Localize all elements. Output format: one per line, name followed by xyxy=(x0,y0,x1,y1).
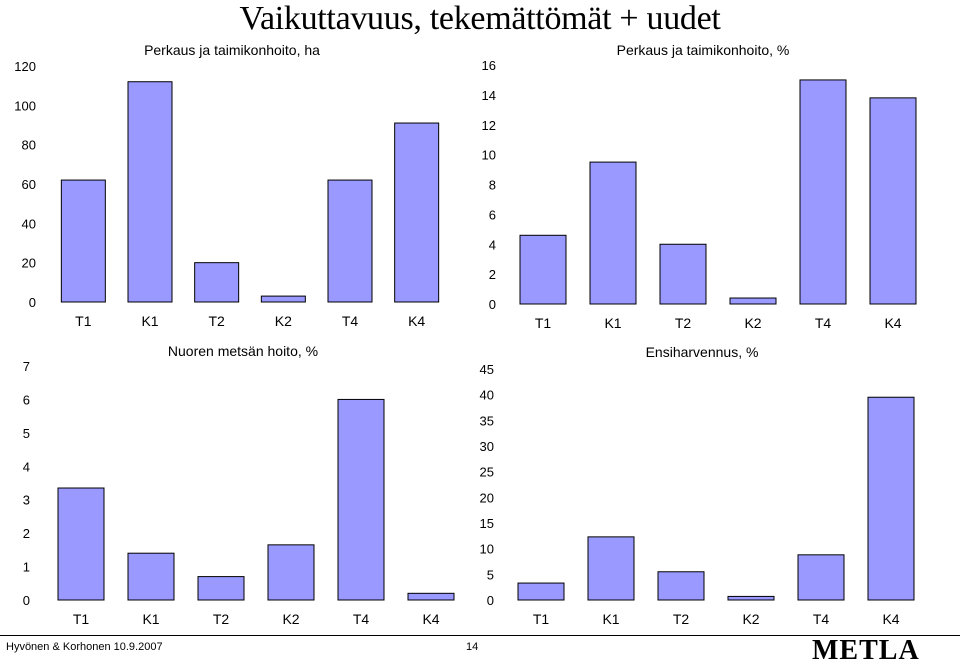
x-tick-label: T2 xyxy=(673,611,690,627)
y-tick-label: 8 xyxy=(489,178,496,193)
bar-k2 xyxy=(260,295,306,303)
chart-title: Perkaus ja taimikonhoito, % xyxy=(617,42,790,58)
chart-title: Nuoren metsän hoito, % xyxy=(168,343,318,359)
x-tick-label: K1 xyxy=(604,315,621,331)
bar-t1 xyxy=(57,487,105,601)
x-tick-label: K1 xyxy=(141,313,158,329)
y-tick-label: 4 xyxy=(489,237,496,252)
bar-k4 xyxy=(867,396,915,601)
y-tick-label: 0 xyxy=(489,297,496,312)
bar-k1 xyxy=(587,536,635,601)
x-tick-label: K1 xyxy=(602,611,619,627)
y-tick-label: 25 xyxy=(480,465,494,480)
x-tick-label: K4 xyxy=(422,611,439,627)
y-tick-label: 0 xyxy=(487,593,494,608)
x-tick-label: T1 xyxy=(535,315,552,331)
y-tick-label: 0 xyxy=(29,295,36,310)
y-tick-label: 120 xyxy=(14,59,36,74)
page-number: 14 xyxy=(466,641,479,653)
x-tick-label: T2 xyxy=(675,315,692,331)
bar-t2 xyxy=(657,571,705,601)
y-tick-label: 60 xyxy=(22,177,36,192)
y-tick-label: 3 xyxy=(23,493,30,508)
y-tick-label: 100 xyxy=(14,98,36,113)
y-tick-label: 6 xyxy=(489,207,496,222)
bar-k4 xyxy=(394,122,440,303)
chart-title: Ensiharvennus, % xyxy=(646,344,759,360)
y-tick-label: 40 xyxy=(22,216,36,231)
y-tick-label: 2 xyxy=(489,267,496,282)
footer-divider xyxy=(0,635,960,636)
x-tick-label: K1 xyxy=(142,611,159,627)
bar-k1 xyxy=(127,552,175,601)
x-tick-label: K4 xyxy=(408,313,425,329)
bar-k1 xyxy=(127,81,173,303)
y-tick-label: 1 xyxy=(23,560,30,575)
bar-k2 xyxy=(727,595,775,601)
bar-t1 xyxy=(519,234,567,305)
x-tick-label: T4 xyxy=(815,315,832,331)
y-tick-label: 20 xyxy=(22,256,36,271)
x-tick-label: T2 xyxy=(208,313,225,329)
y-tick-label: 30 xyxy=(480,439,494,454)
footer-author: Hyvönen & Korhonen 10.9.2007 xyxy=(6,641,163,653)
x-tick-label: K2 xyxy=(275,313,292,329)
y-tick-label: 80 xyxy=(22,138,36,153)
x-tick-label: K2 xyxy=(744,315,761,331)
bar-k2 xyxy=(267,544,315,601)
y-tick-label: 40 xyxy=(480,388,494,403)
x-tick-label: T2 xyxy=(213,611,230,627)
y-tick-label: 15 xyxy=(480,516,494,531)
bar-t2 xyxy=(659,243,707,305)
bar-t1 xyxy=(60,179,106,303)
page-title: Vaikuttavuus, tekemättömät + uudet xyxy=(239,0,721,37)
metla-logo: METLA xyxy=(812,635,920,666)
y-tick-label: 16 xyxy=(482,58,496,73)
bar-k2 xyxy=(729,297,777,305)
y-tick-label: 35 xyxy=(480,413,494,428)
y-tick-label: 12 xyxy=(482,118,496,133)
y-tick-label: 7 xyxy=(23,359,30,374)
bar-k1 xyxy=(589,161,637,305)
y-tick-label: 0 xyxy=(23,593,30,608)
bar-t1 xyxy=(517,582,565,601)
y-tick-label: 10 xyxy=(482,148,496,163)
y-tick-label: 5 xyxy=(23,426,30,441)
x-tick-label: K2 xyxy=(282,611,299,627)
bar-t2 xyxy=(194,262,240,303)
y-tick-label: 20 xyxy=(480,490,494,505)
bar-t4 xyxy=(797,554,845,601)
x-tick-label: T4 xyxy=(813,611,830,627)
y-tick-label: 4 xyxy=(23,459,30,474)
y-tick-label: 5 xyxy=(487,567,494,582)
x-tick-label: T1 xyxy=(533,611,550,627)
x-tick-label: T1 xyxy=(75,313,92,329)
bar-t4 xyxy=(337,398,385,601)
y-tick-label: 10 xyxy=(480,542,494,557)
x-tick-label: K4 xyxy=(884,315,901,331)
y-tick-label: 14 xyxy=(482,88,496,103)
bar-k4 xyxy=(869,97,917,305)
bar-k4 xyxy=(407,592,455,601)
bar-t2 xyxy=(197,576,245,601)
x-tick-label: T4 xyxy=(342,313,359,329)
bar-t4 xyxy=(799,79,847,305)
x-tick-label: K4 xyxy=(882,611,899,627)
x-tick-label: T4 xyxy=(353,611,370,627)
x-tick-label: T1 xyxy=(73,611,90,627)
y-tick-label: 2 xyxy=(23,526,30,541)
x-tick-label: K2 xyxy=(742,611,759,627)
bar-t4 xyxy=(327,179,373,303)
y-tick-label: 6 xyxy=(23,392,30,407)
chart-title: Perkaus ja taimikonhoito, ha xyxy=(144,42,320,58)
y-tick-label: 45 xyxy=(480,362,494,377)
